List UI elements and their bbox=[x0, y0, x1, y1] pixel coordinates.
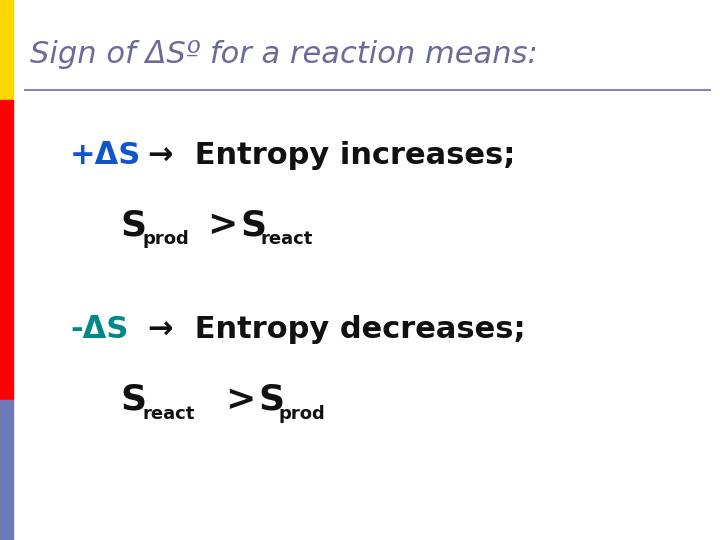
Text: S: S bbox=[240, 208, 266, 242]
Text: >: > bbox=[207, 208, 238, 242]
Text: →  Entropy increases;: → Entropy increases; bbox=[148, 140, 516, 170]
Text: S: S bbox=[120, 208, 146, 242]
Text: +ΔS: +ΔS bbox=[70, 140, 141, 170]
Text: prod: prod bbox=[278, 405, 325, 423]
Text: →  Entropy decreases;: → Entropy decreases; bbox=[148, 315, 526, 345]
Bar bbox=[0, 400, 13, 540]
Text: prod: prod bbox=[142, 230, 189, 248]
Text: react: react bbox=[260, 230, 312, 248]
Text: -ΔS: -ΔS bbox=[70, 315, 128, 345]
Bar bbox=[0, 100, 13, 400]
Text: S: S bbox=[120, 383, 146, 417]
Bar bbox=[0, 0, 13, 100]
Text: Sign of ΔSº for a reaction means:: Sign of ΔSº for a reaction means: bbox=[30, 40, 538, 69]
Text: react: react bbox=[142, 405, 194, 423]
Text: >: > bbox=[225, 383, 256, 417]
Text: S: S bbox=[258, 383, 284, 417]
